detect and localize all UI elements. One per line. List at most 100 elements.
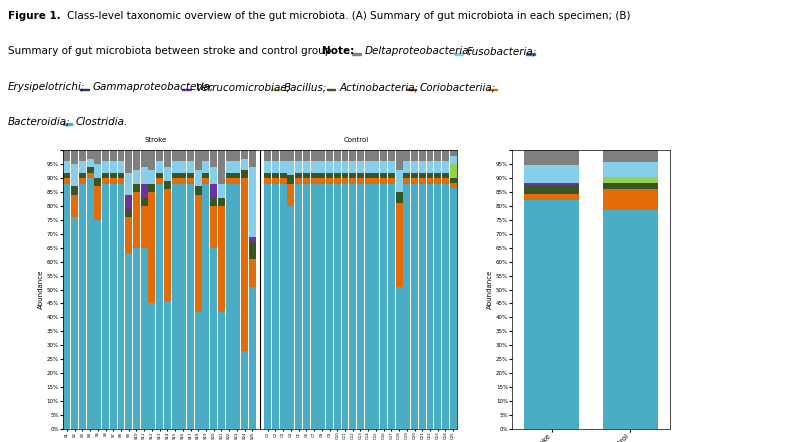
Bar — [210, 184, 217, 198]
Bar — [603, 183, 658, 189]
Bar — [318, 150, 325, 161]
Bar — [349, 161, 356, 172]
Bar — [434, 172, 441, 178]
Bar — [164, 167, 171, 181]
Text: Control: Control — [344, 137, 370, 143]
Bar — [365, 150, 372, 161]
Bar — [249, 236, 256, 242]
Bar — [380, 172, 387, 178]
Bar — [110, 172, 117, 178]
Bar — [310, 172, 318, 178]
Bar — [117, 161, 125, 172]
Bar — [442, 161, 449, 172]
Bar — [148, 303, 155, 429]
Bar — [524, 165, 579, 183]
Bar — [141, 198, 147, 206]
FancyBboxPatch shape — [352, 53, 361, 55]
Bar — [71, 164, 78, 187]
Bar — [426, 184, 433, 429]
Bar — [603, 177, 658, 183]
Bar — [195, 187, 202, 195]
Bar — [172, 172, 179, 178]
Bar — [249, 242, 256, 259]
Bar — [396, 287, 403, 429]
Bar — [411, 150, 418, 161]
Bar — [426, 172, 433, 178]
Bar — [396, 170, 403, 192]
Text: Class-level taxonomic overview of the gut microbiota. (A) Summary of gut microbi: Class-level taxonomic overview of the gu… — [67, 11, 630, 21]
Text: Clostridia.: Clostridia. — [76, 117, 128, 127]
Bar — [310, 161, 318, 172]
Bar — [141, 184, 147, 198]
Bar — [318, 184, 325, 429]
Bar — [411, 161, 418, 172]
Bar — [303, 184, 310, 429]
Bar — [288, 206, 295, 429]
Text: Bacillus;: Bacillus; — [284, 82, 327, 92]
Bar — [341, 184, 348, 429]
Bar — [172, 178, 179, 184]
Bar — [280, 161, 287, 172]
Bar — [603, 162, 658, 177]
Bar — [187, 161, 194, 172]
Bar — [249, 287, 256, 429]
Bar — [450, 188, 457, 429]
Bar — [296, 184, 302, 429]
Bar — [380, 184, 387, 429]
Bar — [148, 150, 155, 170]
Bar — [326, 150, 333, 161]
Bar — [524, 183, 579, 186]
Bar — [603, 210, 658, 429]
Bar — [434, 178, 441, 184]
Bar — [95, 187, 102, 220]
Y-axis label: Abundance: Abundance — [487, 270, 493, 309]
Bar — [210, 206, 217, 248]
Bar — [102, 172, 109, 178]
Bar — [164, 181, 171, 189]
Bar — [218, 198, 225, 206]
Text: Verrucomicrobiae;: Verrucomicrobiae; — [195, 82, 290, 92]
Bar — [365, 172, 372, 178]
Bar — [411, 172, 418, 178]
Bar — [63, 178, 70, 184]
Bar — [272, 150, 279, 161]
Bar — [334, 184, 340, 429]
Bar — [357, 150, 364, 161]
Bar — [418, 150, 426, 161]
Bar — [403, 178, 411, 184]
Bar — [210, 248, 217, 429]
Bar — [373, 178, 379, 184]
Bar — [341, 178, 348, 184]
Bar — [225, 150, 232, 161]
Bar — [418, 178, 426, 184]
Bar — [203, 172, 210, 178]
Bar — [141, 150, 147, 167]
FancyBboxPatch shape — [454, 53, 463, 55]
Bar — [264, 172, 271, 178]
Bar — [334, 161, 340, 172]
Bar — [434, 150, 441, 161]
Bar — [264, 150, 271, 161]
Bar — [172, 161, 179, 172]
Bar — [79, 184, 86, 429]
Bar — [71, 217, 78, 429]
Bar — [288, 161, 295, 175]
Bar — [388, 161, 395, 172]
Bar — [210, 167, 217, 184]
Bar — [225, 184, 232, 429]
Bar — [310, 178, 318, 184]
Text: Stroke: Stroke — [145, 137, 167, 143]
Bar — [326, 178, 333, 184]
Text: Coriobacteriia;: Coriobacteriia; — [420, 82, 496, 92]
Bar — [241, 159, 248, 170]
Bar — [326, 161, 333, 172]
Bar — [87, 150, 94, 159]
Bar — [180, 172, 186, 178]
Bar — [141, 248, 147, 429]
Bar — [195, 150, 202, 170]
Bar — [373, 150, 379, 161]
Bar — [288, 150, 295, 161]
Bar — [225, 178, 232, 184]
Bar — [334, 150, 340, 161]
Bar — [210, 198, 217, 206]
